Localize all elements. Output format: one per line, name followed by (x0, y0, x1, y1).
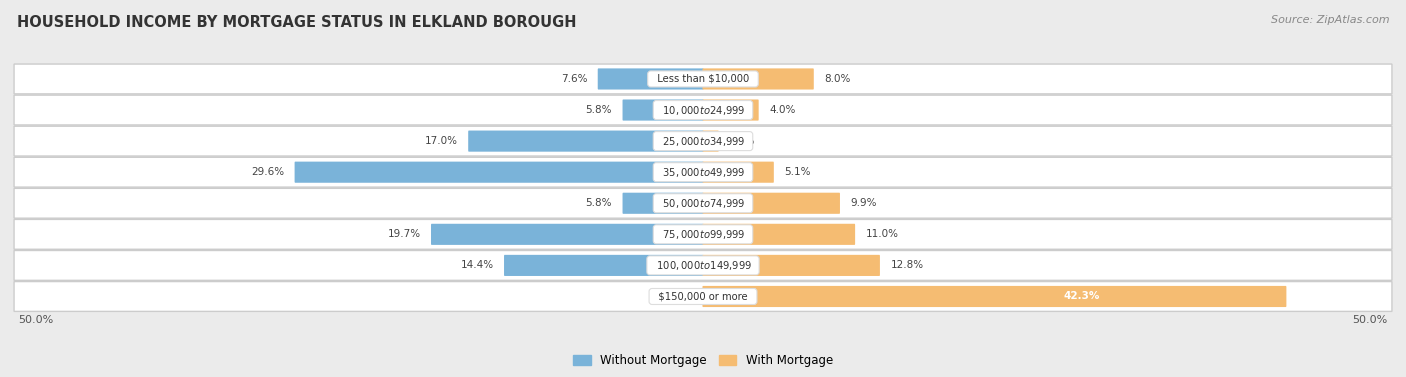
FancyBboxPatch shape (703, 224, 855, 245)
Text: $35,000 to $49,999: $35,000 to $49,999 (657, 166, 749, 179)
Text: 14.4%: 14.4% (460, 261, 494, 270)
Text: 50.0%: 50.0% (1353, 314, 1388, 325)
FancyBboxPatch shape (598, 68, 703, 89)
FancyBboxPatch shape (623, 100, 703, 121)
FancyBboxPatch shape (703, 193, 839, 214)
FancyBboxPatch shape (14, 250, 1392, 280)
FancyBboxPatch shape (14, 157, 1392, 187)
Text: $100,000 to $149,999: $100,000 to $149,999 (650, 259, 756, 272)
FancyBboxPatch shape (703, 255, 880, 276)
FancyBboxPatch shape (503, 255, 703, 276)
Text: 1.1%: 1.1% (730, 136, 755, 146)
Text: $10,000 to $24,999: $10,000 to $24,999 (657, 104, 749, 116)
FancyBboxPatch shape (468, 130, 703, 152)
FancyBboxPatch shape (703, 286, 1286, 307)
Text: 9.9%: 9.9% (851, 198, 877, 208)
Text: 50.0%: 50.0% (18, 314, 53, 325)
Text: 42.3%: 42.3% (1064, 291, 1099, 302)
FancyBboxPatch shape (432, 224, 703, 245)
FancyBboxPatch shape (14, 95, 1392, 125)
FancyBboxPatch shape (14, 126, 1392, 156)
Text: 5.1%: 5.1% (785, 167, 811, 177)
FancyBboxPatch shape (295, 162, 703, 183)
Text: HOUSEHOLD INCOME BY MORTGAGE STATUS IN ELKLAND BOROUGH: HOUSEHOLD INCOME BY MORTGAGE STATUS IN E… (17, 15, 576, 30)
Text: $75,000 to $99,999: $75,000 to $99,999 (657, 228, 749, 241)
Text: 8.0%: 8.0% (824, 74, 851, 84)
Text: 17.0%: 17.0% (425, 136, 458, 146)
FancyBboxPatch shape (14, 64, 1392, 94)
FancyBboxPatch shape (623, 193, 703, 214)
FancyBboxPatch shape (14, 188, 1392, 218)
Text: 11.0%: 11.0% (866, 229, 898, 239)
Text: $150,000 or more: $150,000 or more (652, 291, 754, 302)
Text: $50,000 to $74,999: $50,000 to $74,999 (657, 197, 749, 210)
Text: Source: ZipAtlas.com: Source: ZipAtlas.com (1271, 15, 1389, 25)
Text: 7.6%: 7.6% (561, 74, 588, 84)
Text: 4.0%: 4.0% (769, 105, 796, 115)
Text: 12.8%: 12.8% (890, 261, 924, 270)
FancyBboxPatch shape (14, 219, 1392, 249)
FancyBboxPatch shape (703, 68, 814, 89)
FancyBboxPatch shape (703, 100, 759, 121)
Text: Less than $10,000: Less than $10,000 (651, 74, 755, 84)
FancyBboxPatch shape (14, 282, 1392, 311)
Text: 5.8%: 5.8% (585, 198, 612, 208)
Text: $25,000 to $34,999: $25,000 to $34,999 (657, 135, 749, 148)
Text: 19.7%: 19.7% (388, 229, 420, 239)
FancyBboxPatch shape (703, 130, 718, 152)
Text: 5.8%: 5.8% (585, 105, 612, 115)
FancyBboxPatch shape (703, 162, 773, 183)
Text: 0.0%: 0.0% (665, 291, 692, 302)
Text: 29.6%: 29.6% (252, 167, 284, 177)
Legend: Without Mortgage, With Mortgage: Without Mortgage, With Mortgage (574, 354, 832, 367)
